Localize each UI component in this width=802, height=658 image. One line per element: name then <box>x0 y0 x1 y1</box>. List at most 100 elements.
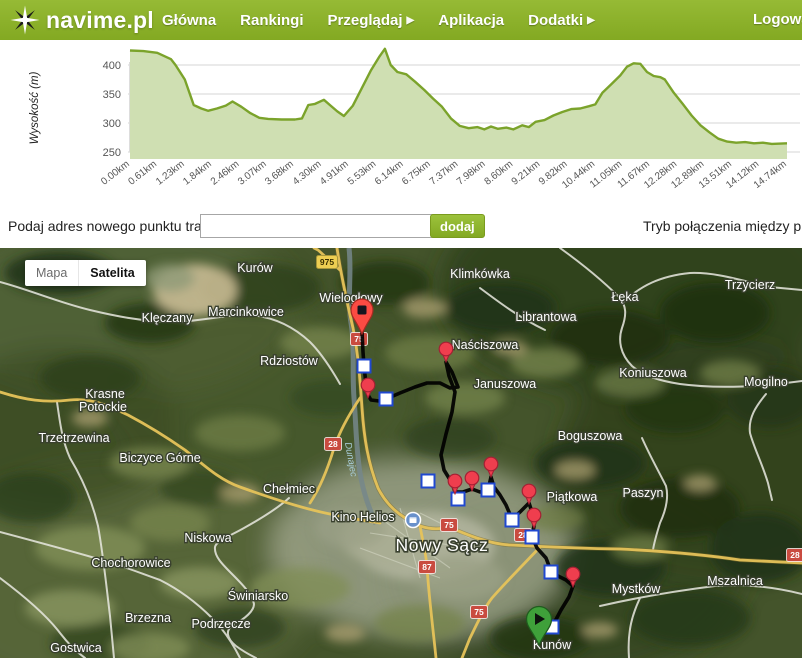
route-point-pin[interactable] <box>360 377 376 400</box>
route-point-pin[interactable] <box>565 566 581 589</box>
x-tick-label: 3.07km <box>236 159 269 188</box>
svg-text:75: 75 <box>444 520 454 530</box>
top-navbar: navime.pl Główna Rankingi Przeglądaj ▶ Aplik… <box>0 0 802 40</box>
road-shield-28: 28 <box>786 548 802 562</box>
main-menu: Główna Rankingi Przeglądaj ▶ Aplikacja Dodatk… <box>162 12 595 29</box>
route-point-pin[interactable] <box>483 456 499 479</box>
route-start-pin[interactable] <box>525 605 553 647</box>
x-tick-label: 6.14km <box>373 159 406 188</box>
map-label: Naściszowa <box>452 338 519 352</box>
route-midpoint-handle[interactable] <box>480 482 496 498</box>
svg-text:28: 28 <box>328 439 338 449</box>
route-point-pin[interactable] <box>521 483 537 506</box>
route-midpoint-handle[interactable] <box>450 491 466 507</box>
x-tick-label: 0.61km <box>126 159 159 188</box>
dunajec-river <box>346 248 379 525</box>
map-type-satelita-button[interactable]: Satelita <box>78 260 145 286</box>
road-shield-975: 975 <box>316 255 338 269</box>
map-label: Łęka <box>611 290 638 304</box>
map-container[interactable]: 975 75 28 75 87 28 75 28 Dunajec Kurów Klimkówka W… <box>0 248 802 658</box>
map-label: Świniarsko <box>228 588 288 603</box>
map-label: Kurów <box>237 261 273 275</box>
map-label: Podrzecze <box>191 617 250 631</box>
y-tick-label: 400 <box>103 60 121 72</box>
new-point-label: Podaj adres nowego punktu trasy: <box>8 218 220 234</box>
map-label: Klimkówka <box>450 267 510 281</box>
connection-mode-label: Tryb połączenia między punktami <box>643 218 802 234</box>
svg-text:28: 28 <box>790 550 800 560</box>
route-midpoint-handle[interactable] <box>543 564 559 580</box>
x-tick-label: 2.46km <box>209 159 242 188</box>
map-label: Biczyce Górne <box>119 451 200 465</box>
map-label: Mszalnica <box>707 574 763 588</box>
elevation-chart: 250 300 350 400 0.00km0.61km1.23km1.84km2.46… <box>29 47 800 191</box>
map-label: Brzezna <box>125 611 171 625</box>
login-link[interactable]: Logowanie <box>753 11 802 28</box>
route-midpoint-handle[interactable] <box>378 391 394 407</box>
route-midpoint-handle[interactable] <box>356 358 372 374</box>
svg-text:87: 87 <box>422 562 432 572</box>
map-label: Chełmiec <box>263 482 315 496</box>
compass-star-icon <box>10 5 40 35</box>
route-point-pin[interactable] <box>447 473 463 496</box>
map-label: Koniuszowa <box>619 366 686 380</box>
logo[interactable]: navime.pl <box>10 5 158 35</box>
add-button[interactable]: dodaj <box>430 214 485 238</box>
x-tick-label: 9.21km <box>510 159 543 188</box>
elevation-line <box>129 47 788 146</box>
x-tick-label: 5.53km <box>346 159 379 188</box>
route-midpoint-handle[interactable] <box>420 473 436 489</box>
menu-item-rankingi[interactable]: Rankingi <box>240 11 304 29</box>
y-tick-label: 350 <box>103 89 121 101</box>
x-tick-label: 1.84km <box>181 159 214 188</box>
x-tick-label: 4.30km <box>291 159 324 188</box>
map-label: Gostwica <box>50 641 101 655</box>
cinema-poi-icon[interactable] <box>404 511 422 529</box>
route-point-pin[interactable] <box>438 341 454 364</box>
road-shield-28: 28 <box>324 437 342 451</box>
route-midpoint-handle[interactable] <box>504 512 520 528</box>
y-tick-label: 300 <box>103 118 121 130</box>
svg-text:975: 975 <box>320 257 334 267</box>
map-label: Boguszowa <box>558 429 623 443</box>
route-midpoint-handle[interactable] <box>524 529 540 545</box>
x-tick-label: 6.75km <box>400 159 433 188</box>
map-label: Trzetrzewina <box>38 431 109 445</box>
x-tick-label: 4.91km <box>318 159 351 188</box>
map-label: Januszowa <box>474 377 537 391</box>
road-shield-75: 75 <box>350 332 368 346</box>
map-label: Rdziostów <box>260 354 319 368</box>
svg-text:75: 75 <box>474 607 484 617</box>
svg-text:28: 28 <box>518 530 528 540</box>
main-roads <box>0 248 802 658</box>
map-label: Klęczany <box>142 311 193 325</box>
x-tick-label: 0.00km <box>99 159 132 188</box>
map-label: Librantowa <box>515 310 576 324</box>
logo-text[interactable]: navime.pl <box>46 6 154 33</box>
x-tick-label: 1.23km <box>154 159 187 188</box>
map-label: Paszyn <box>623 486 664 500</box>
map-label: Nowy Sącz <box>396 535 489 555</box>
minor-roads <box>0 248 802 658</box>
map-label: Chochorowice <box>91 556 170 570</box>
y-axis-title: Wysokość (m) <box>29 71 41 144</box>
route-point-pin[interactable] <box>464 470 480 493</box>
road-shield-75: 75 <box>470 605 488 619</box>
menu-item-aplikacja[interactable]: Aplikacja <box>438 11 505 29</box>
map-label: Potockie <box>79 400 127 414</box>
map-label: Marcinkowice <box>208 305 284 319</box>
address-input[interactable] <box>200 214 459 238</box>
menu-item-przegldaj[interactable]: Przeglądaj ▶ <box>327 11 415 29</box>
route-point-pin[interactable] <box>526 507 542 530</box>
add-point-form: Podaj adres nowego punktu trasy: dodaj T… <box>0 205 802 248</box>
route-end-pin[interactable] <box>350 298 374 336</box>
menu-item-dodatki[interactable]: Dodatki ▶ <box>528 11 595 29</box>
menu-item-gwna[interactable]: Główna <box>162 11 217 29</box>
x-tick-label: 3.68km <box>263 159 296 188</box>
map-label: Kunów <box>533 638 572 652</box>
map-type-mapa-button[interactable]: Mapa <box>36 266 68 280</box>
elevation-area <box>130 48 787 159</box>
map-label: Kino Helios <box>331 510 394 524</box>
